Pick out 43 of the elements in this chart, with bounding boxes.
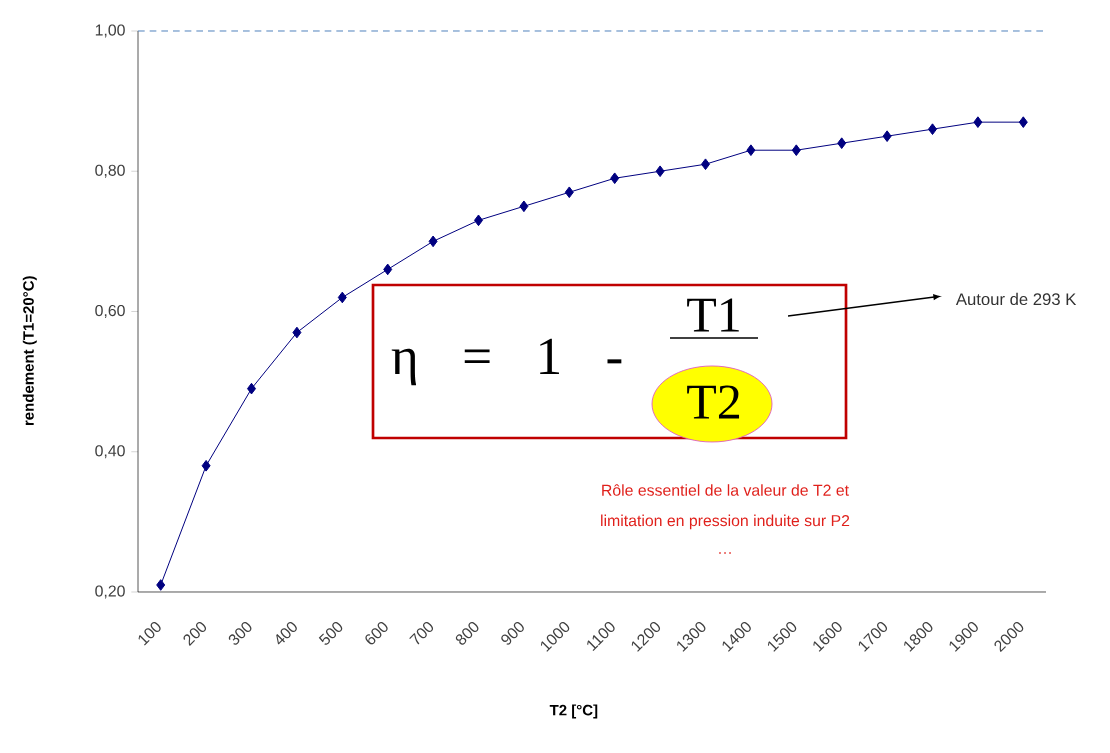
point [519,200,529,213]
point [337,291,347,304]
y-tick-label: 1,00 [95,24,125,38]
y-tick-label: 0,60 [95,304,125,319]
annotation: T1 [687,298,739,332]
point [882,130,892,143]
point [383,263,393,276]
y-tick-label: 0,20 [95,585,125,599]
point [156,579,166,591]
annotation: Autour de 293 K [955,292,1077,306]
point [1018,116,1028,128]
point [655,165,665,178]
point [973,116,983,128]
x-tick-label: 500 [318,621,343,645]
x-tick-label: 200 [183,621,207,646]
x-tick-label: 700 [409,621,434,645]
point [746,144,756,157]
point [474,214,484,227]
point [564,186,574,199]
point [292,326,302,339]
point [201,459,211,472]
point [247,382,257,395]
point [791,144,801,157]
point [610,172,620,185]
annotation: Rôle essentiel de la valeur de T2 et [602,484,849,496]
annotation: … [719,552,731,554]
annotation: limitation en pression induite sur P2 [601,514,850,530]
x-tick-label: 800 [455,621,479,645]
x-tick-label: 400 [276,621,297,645]
x-tick-label: 900 [501,621,524,645]
y-axis-title: rendement (T1=20°C) [22,276,37,426]
point [701,158,711,171]
y-tick-label: 0,80 [95,164,125,178]
annotation: T2 [687,385,740,419]
x-axis-title: T2 [°C] [549,704,598,719]
x-tick-label: 600 [365,621,388,645]
x-tick-label: 100 [138,621,161,646]
point [428,235,438,248]
y-tick-label: 0,40 [95,445,125,459]
point [928,123,938,135]
x-tick-label: 300 [228,621,252,645]
annotation: η = 1 - [391,338,622,386]
point [837,137,847,150]
